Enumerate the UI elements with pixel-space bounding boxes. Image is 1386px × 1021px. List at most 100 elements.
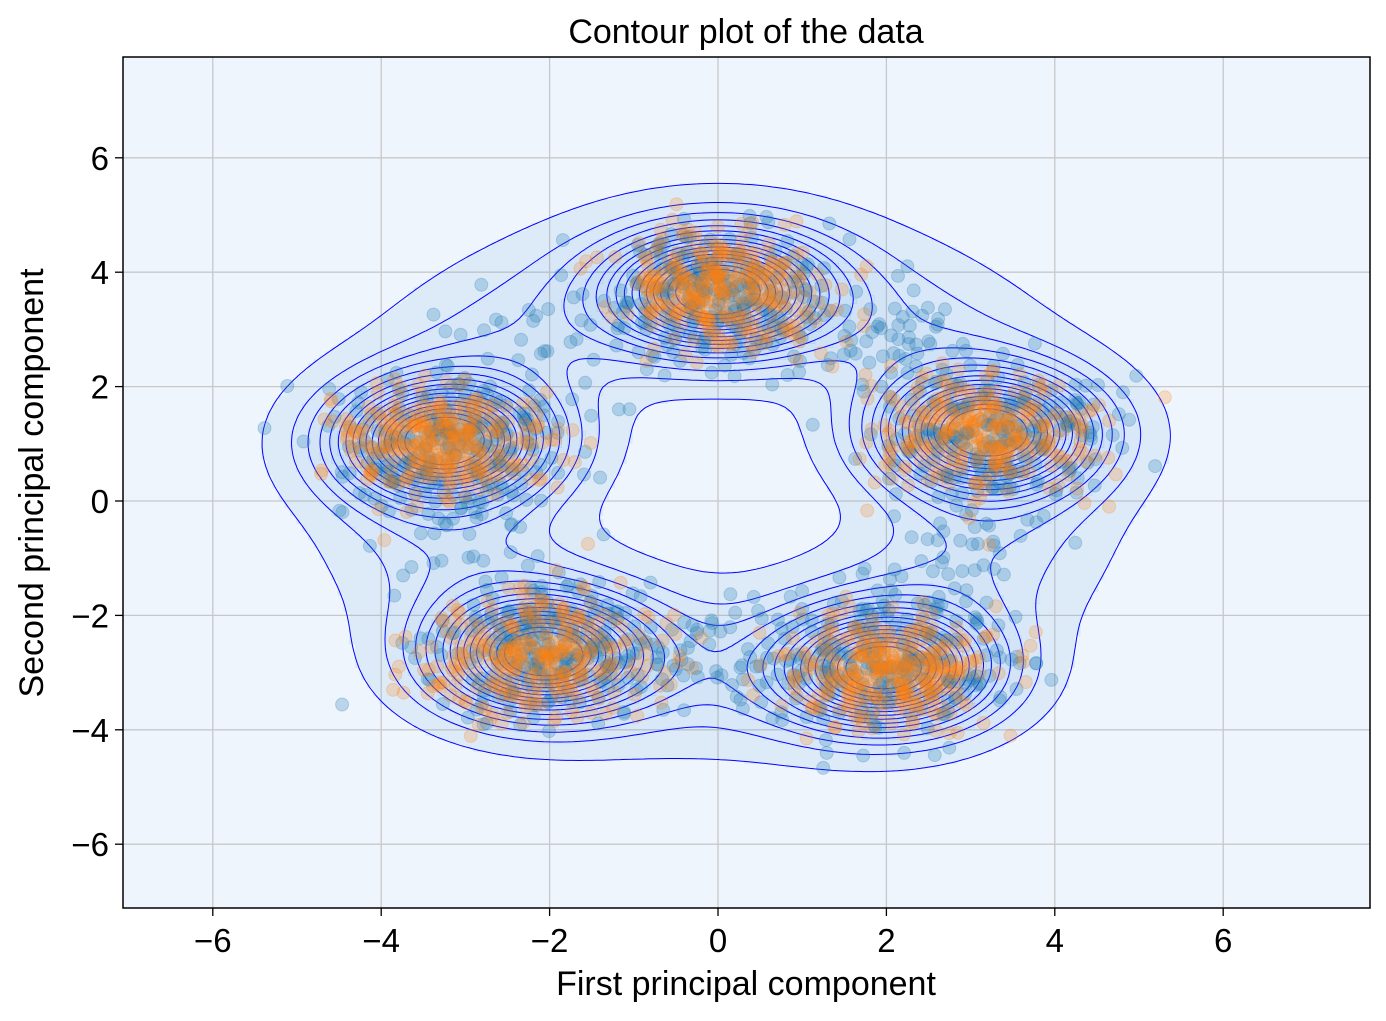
scatter-point — [1013, 528, 1028, 543]
scatter-point — [754, 611, 769, 626]
scatter-point — [883, 693, 898, 708]
scatter-point — [596, 527, 611, 542]
scatter-point — [507, 685, 522, 700]
scatter-point — [1148, 459, 1163, 474]
scatter-point — [854, 702, 869, 717]
scatter-point — [457, 488, 472, 503]
scatter-point — [553, 612, 567, 627]
scatter-point — [377, 440, 391, 455]
scatter-point — [504, 484, 519, 499]
scatter-point — [994, 439, 1009, 454]
scatter-point — [426, 307, 441, 322]
scatter-point — [878, 624, 893, 639]
scatter-point — [883, 660, 898, 675]
scatter-point — [908, 661, 923, 676]
scatter-point — [897, 688, 912, 703]
scatter-point — [783, 589, 798, 604]
scatter-point — [480, 351, 495, 366]
scatter-point — [965, 537, 980, 552]
scatter-point — [478, 643, 493, 658]
scatter-point — [697, 274, 712, 289]
scatter-point — [899, 703, 914, 718]
scatter-point — [493, 636, 508, 651]
scatter-point — [1067, 408, 1082, 423]
scatter-point — [909, 337, 924, 352]
scatter-point — [592, 575, 607, 589]
scatter-point — [631, 237, 645, 252]
scatter-point — [393, 430, 407, 445]
scatter-point — [632, 235, 646, 250]
scatter-point — [799, 283, 814, 298]
scatter-point — [762, 288, 777, 303]
scatter-point — [417, 368, 432, 383]
scatter-point — [428, 453, 443, 468]
scatter-point — [335, 469, 350, 484]
scatter-point — [733, 660, 748, 675]
scatter-point — [534, 578, 549, 593]
scatter-point — [314, 463, 329, 478]
scatter-point — [419, 438, 434, 453]
scatter-point — [644, 318, 659, 333]
scatter-point — [746, 688, 761, 703]
scatter-point — [872, 317, 887, 332]
scatter-point — [799, 731, 814, 746]
scatter-point — [1072, 395, 1087, 410]
scatter-point — [471, 717, 486, 732]
scatter-point — [434, 611, 449, 625]
scatter-point — [463, 459, 478, 474]
scatter-point — [935, 698, 950, 713]
scatter-point — [569, 652, 584, 667]
scatter-point — [380, 464, 395, 479]
contour-line — [291, 202, 1142, 755]
scatter-point — [861, 601, 876, 616]
scatter-point — [1061, 467, 1076, 482]
scatter-point — [487, 469, 502, 483]
scatter-point — [646, 341, 661, 356]
scatter-point — [638, 634, 653, 649]
scatter-point — [737, 295, 752, 310]
scatter-point — [934, 597, 949, 612]
scatter-point — [962, 667, 977, 682]
scatter-point — [386, 475, 401, 490]
scatter-point — [705, 260, 720, 275]
scatter-point — [996, 346, 1010, 361]
scatter-point — [748, 292, 763, 307]
scatter-point — [735, 278, 750, 293]
scatter-point — [839, 334, 854, 349]
scatter-point — [507, 674, 522, 689]
scatter-point — [458, 406, 472, 421]
scatter-point — [649, 243, 664, 258]
scatter-point — [396, 458, 411, 473]
scatter-point — [969, 616, 984, 631]
scatter-point — [920, 300, 935, 315]
scatter-point — [356, 432, 371, 447]
scatter-point — [926, 460, 941, 475]
scatter-point — [531, 654, 545, 668]
scatter-point — [904, 668, 919, 683]
scatter-point — [471, 465, 486, 479]
scatter-point — [710, 251, 725, 266]
scatter-point — [871, 606, 886, 621]
scatter-point — [771, 309, 785, 324]
scatter-point — [460, 710, 475, 725]
scatter-point — [686, 314, 701, 328]
scatter-point — [555, 233, 570, 248]
scatter-point — [427, 526, 442, 541]
y-axis-label: Second principal component — [13, 268, 51, 698]
scatter-point — [878, 645, 892, 660]
scatter-point — [532, 649, 547, 664]
scatter-point — [540, 672, 555, 687]
scatter-point — [991, 440, 1006, 455]
scatter-point — [945, 486, 959, 501]
scatter-point — [901, 337, 916, 351]
scatter-point — [467, 462, 482, 477]
scatter-point — [945, 343, 960, 358]
scatter-point — [666, 345, 681, 360]
scatter-point — [1000, 419, 1015, 434]
scatter-point — [412, 445, 427, 460]
scatter-point — [653, 250, 668, 265]
scatter-point — [442, 404, 457, 418]
scatter-point — [425, 433, 440, 448]
scatter-point — [469, 471, 484, 486]
scatter-point — [838, 303, 853, 318]
